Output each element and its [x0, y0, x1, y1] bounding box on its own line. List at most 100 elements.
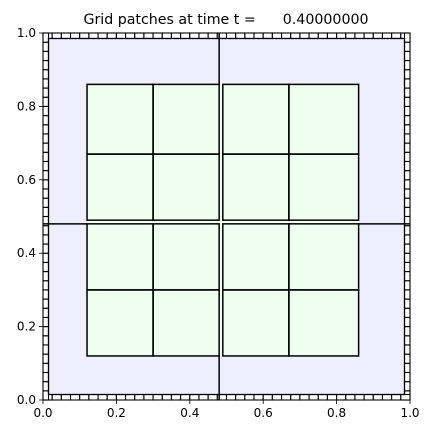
boundary-cell-top: [125, 32, 136, 40]
boundary-cell-right: [403, 87, 411, 98]
boundary-cell-right: [403, 105, 411, 117]
boundary-cell-left: [42, 115, 50, 126]
boundary-cell-left: [42, 307, 50, 318]
boundary-cell-top: [317, 32, 328, 40]
boundary-cell-right: [403, 252, 411, 263]
boundary-cell-top: [88, 32, 99, 40]
boundary-cell-left: [42, 252, 50, 263]
boundary-cell-left: [42, 206, 50, 218]
boundary-cell-top: [244, 32, 255, 40]
boundary-cell-top: [106, 32, 117, 40]
boundary-cell-right: [403, 50, 411, 62]
boundary-cell-right: [403, 69, 411, 80]
boundary-cell-right: [403, 206, 411, 218]
level1-patch: [288, 223, 360, 291]
boundary-cell-bottom: [115, 393, 127, 401]
boundary-cell-right: [403, 289, 411, 300]
boundary-cell-right: [403, 280, 411, 291]
x-tick-label: 0.2: [107, 406, 126, 420]
boundary-cell-bottom: [345, 393, 356, 401]
boundary-cell-bottom: [225, 393, 237, 401]
boundary-cell-right: [403, 160, 411, 172]
x-tick-label: 0.8: [327, 406, 346, 420]
boundary-cell-right: [403, 179, 411, 190]
boundary-cell-bottom: [51, 393, 62, 401]
y-tick-label: 0.0: [17, 393, 36, 407]
boundary-cell-right: [403, 298, 411, 309]
boundary-cell-bottom: [271, 393, 283, 401]
boundary-cell-left: [42, 50, 50, 62]
boundary-cell-top: [308, 32, 319, 40]
boundary-cell-left: [42, 142, 50, 153]
boundary-cell-top: [161, 32, 172, 40]
y-tick-label: 0.4: [17, 246, 36, 260]
boundary-cell-left: [42, 353, 50, 364]
boundary-cell-right: [403, 261, 411, 273]
boundary-cell-right: [403, 32, 411, 43]
boundary-cell-bottom: [88, 393, 99, 401]
boundary-cell-right: [403, 78, 411, 89]
boundary-cell-bottom: [198, 393, 209, 401]
boundary-cell-left: [42, 59, 50, 71]
boundary-cell-right: [403, 96, 411, 107]
x-tick-label: 1.0: [400, 406, 419, 420]
boundary-cell-bottom: [235, 393, 246, 401]
boundary-cell-left: [42, 87, 50, 98]
boundary-cell-left: [42, 289, 50, 300]
boundary-cell-bottom: [354, 393, 365, 401]
boundary-cell-bottom: [299, 393, 310, 401]
boundary-cell-left: [42, 371, 50, 383]
boundary-cell-top: [381, 32, 393, 40]
boundary-cell-top: [79, 32, 90, 40]
boundary-cell-bottom: [244, 393, 255, 401]
boundary-cell-left: [42, 32, 50, 43]
boundary-cell-bottom: [290, 393, 301, 401]
boundary-cell-bottom: [336, 393, 347, 401]
boundary-cell-right: [403, 335, 411, 346]
boundary-cell-top: [363, 32, 374, 40]
boundary-cell-left: [42, 335, 50, 346]
boundary-cell-left: [42, 316, 50, 328]
boundary-cell-top: [115, 32, 127, 40]
boundary-cell-right: [403, 170, 411, 181]
boundary-cell-right: [403, 234, 411, 245]
x-tick-label: 0.6: [254, 406, 273, 420]
axes-frame: [42, 32, 411, 401]
boundary-cell-left: [42, 124, 50, 135]
boundary-cell-left: [42, 96, 50, 107]
boundary-cell-left: [42, 197, 50, 208]
boundary-cell-bottom: [372, 393, 384, 401]
boundary-cell-left: [42, 105, 50, 117]
boundary-cell-left: [42, 381, 50, 392]
y-tick-label: 1.0: [17, 26, 36, 40]
boundary-cell-right: [403, 353, 411, 364]
level1-patch: [288, 83, 360, 155]
y-tick-label: 0.2: [17, 320, 36, 334]
boundary-cell-top: [97, 32, 108, 40]
boundary-cell-right: [403, 115, 411, 126]
boundary-cell-left: [42, 41, 50, 52]
boundary-cell-top: [143, 32, 154, 40]
boundary-cell-top: [345, 32, 356, 40]
boundary-cell-top: [69, 32, 81, 40]
boundary-cell-bottom: [308, 393, 319, 401]
boundary-cell-top: [152, 32, 163, 40]
boundary-cell-bottom: [60, 393, 72, 401]
boundary-cell-bottom: [326, 393, 338, 401]
boundary-cell-bottom: [106, 393, 117, 401]
boundary-cell-bottom: [280, 393, 292, 401]
boundary-cell-bottom: [189, 393, 200, 401]
boundary-cell-left: [42, 326, 50, 337]
boundary-cell-top: [225, 32, 237, 40]
boundary-cell-right: [403, 133, 411, 144]
y-tick-label: 0.8: [17, 99, 36, 113]
boundary-cell-bottom: [97, 393, 108, 401]
boundary-cell-bottom: [400, 393, 411, 401]
boundary-cell-bottom: [262, 393, 273, 401]
boundary-cell-top: [198, 32, 209, 40]
boundary-cell-top: [189, 32, 200, 40]
x-tick-label: 0.4: [180, 406, 199, 420]
boundary-cell-bottom: [391, 393, 402, 401]
boundary-cell-bottom: [79, 393, 90, 401]
boundary-cell-top: [51, 32, 62, 40]
